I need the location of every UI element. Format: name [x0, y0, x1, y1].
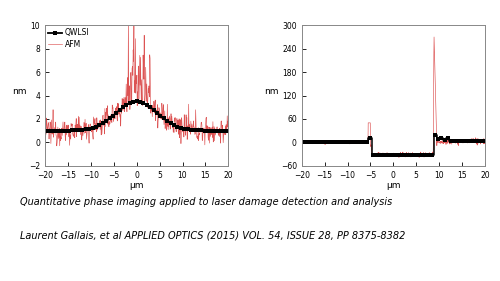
AFM: [193, 122, 199, 126]
Line: QWLSI: QWLSI: [44, 100, 230, 132]
AFM: [131, 24, 137, 28]
AFM: [42, 130, 48, 134]
QWLSI: [62, 129, 68, 132]
AFM: [130, 74, 136, 77]
X-axis label: μm: μm: [130, 181, 144, 190]
AFM: [126, 18, 132, 21]
QWLSI: [222, 129, 228, 132]
AFM: [142, 99, 148, 102]
Y-axis label: nm: nm: [264, 87, 278, 96]
Legend: QWLSI, AFM: QWLSI, AFM: [46, 27, 91, 50]
AFM: [54, 144, 60, 148]
QWLSI: [76, 128, 82, 132]
AFM: [226, 121, 232, 124]
QWLSI: [134, 100, 140, 103]
Text: Quantitative phase imaging applied to laser damage detection and analysis: Quantitative phase imaging applied to la…: [20, 197, 392, 207]
X-axis label: μm: μm: [386, 181, 400, 190]
QWLSI: [226, 129, 232, 132]
QWLSI: [110, 114, 116, 117]
Text: Laurent Gallais, et al APPLIED OPTICS (2015) VOL. 54, ISSUE 28, PP 8375-8382: Laurent Gallais, et al APPLIED OPTICS (2…: [20, 230, 406, 241]
QWLSI: [86, 127, 92, 130]
AFM: [152, 104, 158, 107]
QWLSI: [208, 129, 214, 132]
AFM: [222, 132, 228, 135]
Line: AFM: AFM: [45, 19, 228, 146]
Y-axis label: nm: nm: [12, 87, 26, 96]
QWLSI: [42, 129, 48, 132]
